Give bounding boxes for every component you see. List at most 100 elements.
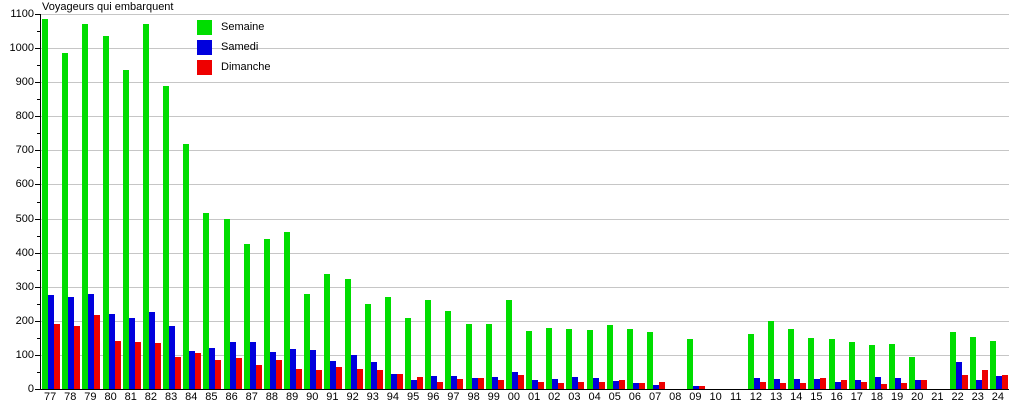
x-axis-label-85: 85 xyxy=(205,391,218,400)
x-axis-label-77: 77 xyxy=(43,391,57,400)
bar-dimanche-22 xyxy=(961,374,968,389)
bar-dimanche-05 xyxy=(618,380,625,389)
y-tick-700 xyxy=(35,150,40,152)
bar-semaine-81 xyxy=(122,70,129,389)
bar-group-18 xyxy=(868,14,888,389)
bar-dimanche-93 xyxy=(376,370,383,389)
x-axis-label-87: 87 xyxy=(245,391,258,400)
bar-dimanche-24 xyxy=(1001,375,1008,389)
bar-dimanche-23 xyxy=(981,370,988,389)
bar-group-15 xyxy=(807,14,827,389)
bar-dimanche-12 xyxy=(759,382,766,389)
bar-dimanche-02 xyxy=(558,382,565,389)
bar-samedi-83 xyxy=(169,325,176,389)
y-axis-label-400: 400 xyxy=(15,246,34,259)
x-axis-label-00: 00 xyxy=(507,391,521,400)
x-axis-label-82: 82 xyxy=(144,391,158,400)
bar-samedi-99 xyxy=(491,377,498,389)
bar-samedi-09 xyxy=(693,385,700,389)
x-axis-label-88: 88 xyxy=(265,391,279,400)
bar-samedi-01 xyxy=(532,380,539,389)
bar-group-03 xyxy=(565,14,585,389)
bar-semaine-17 xyxy=(848,341,855,389)
bar-group-06 xyxy=(626,14,646,389)
bar-semaine-19 xyxy=(889,343,896,389)
legend-row-semaine: Semaine xyxy=(197,17,271,37)
y-minor-tick xyxy=(37,99,40,101)
bar-samedi-88 xyxy=(269,351,276,389)
gridline-900 xyxy=(41,82,1009,84)
y-tick-0 xyxy=(35,389,40,390)
bar-group-19 xyxy=(888,14,908,389)
gridline-700 xyxy=(41,150,1009,152)
bar-samedi-93 xyxy=(370,362,377,389)
y-axis-label-900: 900 xyxy=(15,76,34,89)
bar-dimanche-86 xyxy=(235,357,242,389)
x-axis-label-18: 18 xyxy=(870,391,884,400)
bar-semaine-00 xyxy=(505,300,512,389)
bar-dimanche-13 xyxy=(780,383,787,389)
gridline-300 xyxy=(41,286,1009,288)
bar-group-24 xyxy=(989,14,1009,389)
y-axis-label-300: 300 xyxy=(15,280,34,293)
gridline-200 xyxy=(41,320,1009,322)
legend-label-dimanche: Dimanche xyxy=(221,61,271,73)
bar-samedi-80 xyxy=(108,313,115,389)
bar-group-16 xyxy=(828,14,848,389)
x-axis-label-24: 24 xyxy=(991,391,1005,400)
bar-group-01 xyxy=(525,14,545,389)
bar-samedi-79 xyxy=(88,293,95,389)
bar-dimanche-78 xyxy=(74,325,81,389)
bar-semaine-94 xyxy=(384,296,391,389)
gridline-600 xyxy=(41,184,1009,186)
bar-samedi-06 xyxy=(632,382,639,389)
bar-group-07 xyxy=(646,14,666,389)
x-axis-label-09: 09 xyxy=(689,391,702,400)
x-axis-label-21: 21 xyxy=(931,391,944,400)
bar-semaine-01 xyxy=(526,331,533,389)
bar-dimanche-01 xyxy=(538,382,545,389)
bar-dimanche-20 xyxy=(921,380,928,389)
bar-dimanche-80 xyxy=(114,340,121,389)
bar-semaine-05 xyxy=(606,324,613,389)
plot-area xyxy=(40,14,1009,390)
bar-samedi-18 xyxy=(874,377,881,389)
bar-group-90 xyxy=(303,14,323,389)
x-axis-label-04: 04 xyxy=(588,391,601,400)
bar-group-87 xyxy=(243,14,263,389)
bar-group-77 xyxy=(41,14,61,389)
bar-group-95 xyxy=(404,14,424,389)
bar-samedi-12 xyxy=(753,377,760,389)
bar-group-05 xyxy=(606,14,626,389)
y-axis-label-600: 600 xyxy=(15,178,34,191)
bar-dimanche-14 xyxy=(800,382,807,389)
bar-semaine-97 xyxy=(445,310,452,389)
bar-samedi-19 xyxy=(895,377,902,389)
bar-semaine-83 xyxy=(163,85,170,389)
x-axis-label-91: 91 xyxy=(326,391,339,400)
bar-dimanche-04 xyxy=(598,381,605,389)
bar-samedi-07 xyxy=(653,384,660,389)
x-axis-label-12: 12 xyxy=(749,391,763,400)
gridline-800 xyxy=(41,116,1009,118)
bar-dimanche-90 xyxy=(316,369,323,389)
x-axis-label-83: 83 xyxy=(164,391,178,400)
y-axis-label-500: 500 xyxy=(15,212,34,225)
bar-samedi-03 xyxy=(572,377,579,389)
bar-samedi-16 xyxy=(834,381,841,389)
bar-semaine-95 xyxy=(405,318,412,389)
bar-group-02 xyxy=(545,14,565,389)
bar-dimanche-95 xyxy=(417,376,424,389)
bar-group-84 xyxy=(182,14,202,389)
bar-semaine-79 xyxy=(82,24,89,389)
bar-dimanche-07 xyxy=(659,381,666,389)
bar-semaine-22 xyxy=(949,331,956,389)
bar-semaine-03 xyxy=(566,329,573,389)
bar-semaine-99 xyxy=(485,324,492,389)
y-axis-label-200: 200 xyxy=(15,314,34,327)
bar-semaine-02 xyxy=(546,327,553,389)
bar-dimanche-06 xyxy=(638,382,645,389)
y-minor-tick xyxy=(37,269,40,271)
bar-samedi-87 xyxy=(249,342,256,389)
